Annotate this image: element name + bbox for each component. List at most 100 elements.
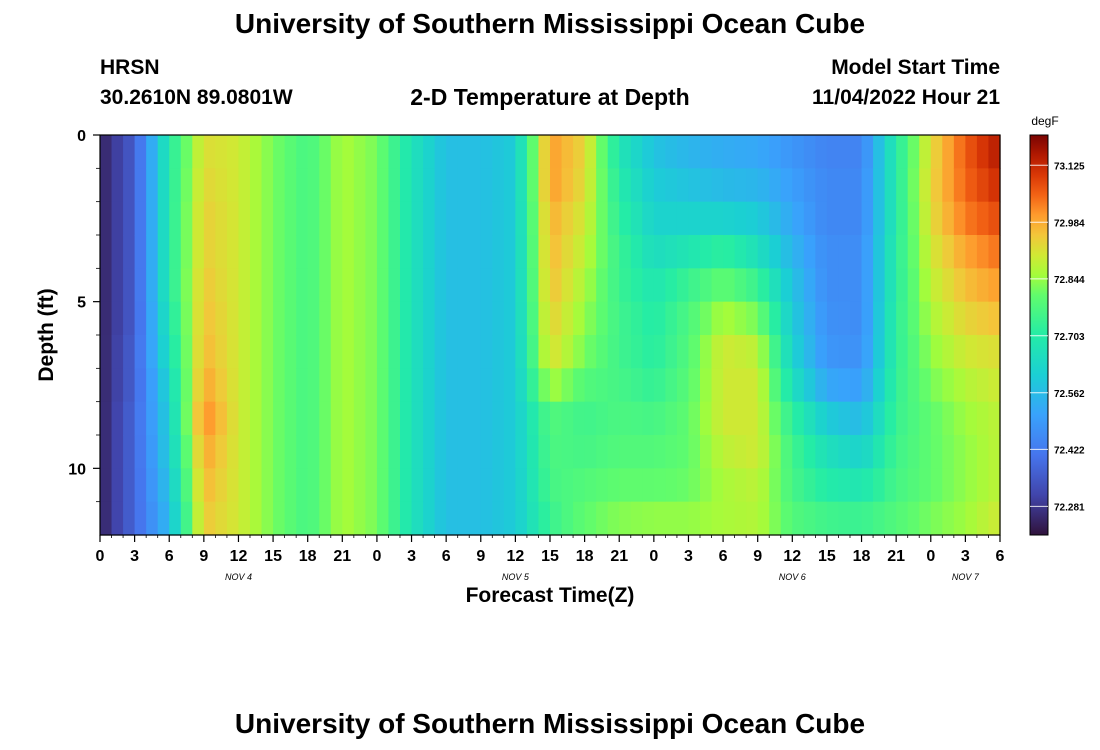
heatmap-cell [665,168,678,203]
heatmap-cell [792,235,805,269]
heatmap-cell [100,501,113,536]
heatmap-cell [123,168,136,203]
heatmap-cell [619,335,632,369]
heatmap-cell [780,368,793,403]
heatmap-cell [296,201,309,236]
heatmap-cell [376,135,390,169]
heatmap-cell [746,401,759,436]
heatmap-cell [296,135,309,169]
heatmap-cell [769,301,782,336]
heatmap-cell [388,335,401,369]
heatmap-cell [526,468,540,503]
heatmap-cell [100,301,113,336]
heatmap-cell [157,368,170,403]
heatmap-cell [157,235,170,269]
heatmap-cell [284,301,297,336]
heatmap-cell [826,135,840,169]
heatmap-cell [700,468,713,503]
heatmap-cell [792,368,805,403]
heatmap-cell [850,235,863,269]
heatmap-cell [238,435,251,469]
y-tick-label: 5 [77,295,86,312]
heatmap-cell [884,368,897,403]
heatmap-cell [100,201,113,236]
heatmap-cell [146,168,159,203]
heatmap-cell [434,201,447,236]
heatmap-cell [376,235,390,269]
heatmap-cell [550,468,563,503]
heatmap-cell [376,335,390,369]
heatmap-cell [619,468,632,503]
heatmap-cell [607,301,620,336]
heatmap-cell [757,501,770,536]
heatmap-cell [780,201,793,236]
heatmap-cell [988,135,1001,169]
heatmap-cell [838,335,851,369]
x-tick-label: 12 [506,548,524,565]
heatmap-cell [734,501,747,536]
heatmap-cell [330,368,343,403]
heatmap-cell [573,135,586,169]
heatmap-cell [342,501,355,536]
heatmap-cell [607,468,620,503]
heatmap-cell [976,468,990,503]
heatmap-cell [676,168,690,203]
heatmap-cell [676,335,690,369]
heatmap-cell [526,135,540,169]
heatmap-cell [711,135,724,169]
heatmap-cell [342,468,355,503]
heatmap-cell [838,435,851,469]
heatmap-cell [757,401,770,436]
heatmap-cell [653,468,666,503]
heatmap-cell [261,168,274,203]
heatmap-cell [503,435,516,469]
heatmap-cell [976,435,990,469]
heatmap-cell [561,268,574,303]
heatmap-cell [169,135,182,169]
heatmap-cell [619,168,632,203]
heatmap-cell [192,335,205,369]
heatmap-cell [711,335,724,369]
heatmap-cell [192,368,205,403]
heatmap-cell [342,135,355,169]
heatmap-cell [226,235,240,269]
heatmap-cell [157,201,170,236]
heatmap-cell [526,301,540,336]
heatmap-cell [561,368,574,403]
heatmap-cell [261,235,274,269]
heatmap-cell [919,501,932,536]
heatmap-cell [365,435,378,469]
heatmap-cell [815,235,828,269]
heatmap-cell [873,268,886,303]
heatmap-cell [480,501,493,536]
colorbar-tick-label: 72.703 [1054,332,1085,343]
heatmap-cell [780,435,793,469]
heatmap-cell [503,201,516,236]
heatmap-cell [365,335,378,369]
heatmap-cell [861,335,874,369]
heatmap-cell [930,301,943,336]
heatmap-cell [446,335,459,369]
plot-title: 2-D Temperature at Depth [410,84,690,110]
heatmap-cell [665,501,678,536]
heatmap-cell [757,235,770,269]
heatmap-cell [896,235,909,269]
heatmap-cell [250,268,263,303]
heatmap-cell [815,135,828,169]
heatmap-cell [826,401,840,436]
heatmap-cell [123,201,136,236]
heatmap-cell [930,501,943,536]
heatmap-cell [665,368,678,403]
heatmap-cell [711,468,724,503]
heatmap-cell [353,335,366,369]
heatmap-cell [723,468,736,503]
heatmap-cell [296,401,309,436]
heatmap-cell [676,468,690,503]
heatmap-cell [538,435,551,469]
heatmap-cell [861,435,874,469]
heatmap-cell [907,435,920,469]
heatmap-cell [965,301,978,336]
heatmap-cell [815,368,828,403]
heatmap-cell [434,435,447,469]
heatmap-cell [861,401,874,436]
